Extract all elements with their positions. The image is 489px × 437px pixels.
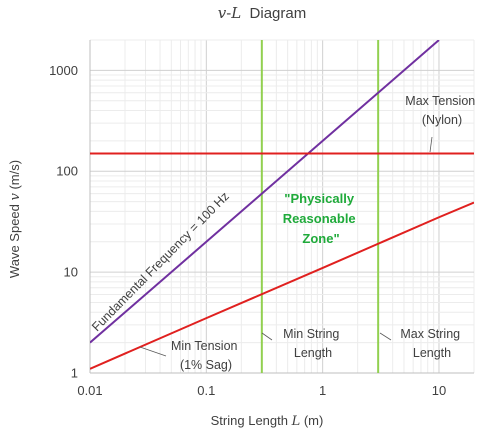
string-length-lines [260, 40, 380, 373]
x-tick-label: 10 [432, 383, 446, 398]
min-length-label: Min String Length [283, 327, 343, 360]
plot-grid [89, 39, 475, 374]
reasonable-zone-label: "Physically Reasonable Zone" [283, 191, 360, 246]
y-tick-label: 1000 [49, 63, 78, 78]
y-axis-label: Wave Speed v (m/s) [7, 160, 23, 278]
min-tension-line [90, 201, 474, 370]
y-tick-label: 1 [71, 366, 78, 381]
min-tension-label: Min Tension (1% Sag) [171, 339, 241, 372]
annotation-leaders [139, 136, 433, 357]
data-series [90, 40, 474, 370]
frequency-100hz-line [90, 40, 440, 344]
x-tick-label: 0.1 [197, 383, 215, 398]
axis-ticks: 0.01 0.1 1 10 1 10 100 1000 [49, 63, 446, 398]
plot-area [90, 40, 474, 373]
y-tick-label: 100 [56, 164, 78, 179]
max-tension-label: Max Tension (Nylon) [405, 94, 478, 127]
y-tick-label: 10 [64, 265, 78, 280]
x-tick-label: 1 [319, 383, 326, 398]
max-length-label: Max String Length [400, 327, 463, 360]
x-tick-label: 0.01 [77, 383, 102, 398]
chart-title: v-L Diagram [218, 4, 306, 22]
x-axis-label: String Length L (m) [211, 413, 324, 429]
